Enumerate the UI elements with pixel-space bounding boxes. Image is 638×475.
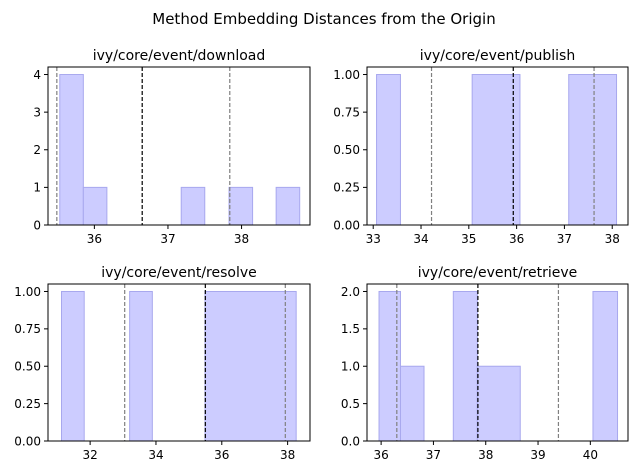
subplot-1: 36 37 38 0 1 2 3 4 ivy/core/event/download — [33, 48, 311, 246]
x-tick-label: 37 — [426, 448, 441, 462]
y-tick-label: 0.25 — [333, 181, 360, 195]
y-tick-label: 1.00 — [14, 285, 41, 299]
y-tick-label: 0.0 — [341, 434, 360, 448]
x-tick-label: 35 — [461, 232, 476, 246]
histogram-bar-2 — [471, 74, 521, 226]
x-tick-label: 33 — [366, 232, 381, 246]
subplot-title: ivy/core/event/resolve — [101, 265, 257, 281]
subplot-3: 32 34 36 38 0.00 0.25 0.50 0.75 1.00 ivy/core/eve… — [14, 265, 311, 462]
y-tick-label: 0.00 — [14, 434, 41, 448]
histogram-bar-4 — [228, 186, 254, 226]
x-tick-label: 37 — [557, 232, 572, 246]
x-tick-label: 34 — [413, 232, 428, 246]
histogram-bar-2 — [82, 186, 108, 226]
x-tick-label: 38 — [234, 232, 249, 246]
x-tick-label: 36 — [87, 232, 102, 246]
histogram-bar-1 — [376, 74, 401, 226]
histogram-bar-3 — [180, 186, 206, 226]
x-tick-label: 38 — [605, 232, 620, 246]
y-tick-label: 1.0 — [341, 360, 360, 374]
y-tick-label: 0.75 — [14, 322, 41, 336]
y-tick-label: 0 — [33, 218, 41, 232]
subplot-title: ivy/core/event/retrieve — [418, 265, 578, 281]
subplot-2: 33 34 35 36 37 38 0.00 0.25 0.50 0.75 1.00 ivy/core… — [333, 48, 629, 246]
y-tick-label: 0.25 — [14, 397, 41, 411]
y-tick-label: 1.00 — [333, 68, 360, 82]
histogram-bar-4 — [476, 365, 521, 442]
x-tick-label: 36 — [509, 232, 524, 246]
histogram-bar-5 — [275, 186, 301, 226]
x-tick-label: 36 — [373, 448, 388, 462]
x-tick-label: 39 — [530, 448, 545, 462]
axes-frame — [366, 283, 629, 442]
histogram-bar-2 — [399, 365, 425, 442]
y-tick-label: 2.0 — [341, 285, 360, 299]
axes-frame — [47, 66, 311, 226]
x-tick-label: 32 — [82, 448, 97, 462]
axes-frame — [366, 66, 629, 226]
x-tick-label: 38 — [280, 448, 295, 462]
subplot-title: ivy/core/event/download — [93, 48, 266, 64]
y-tick-label: 0.5 — [341, 397, 360, 411]
y-tick-label: 0.50 — [333, 143, 360, 157]
axes-frame — [47, 283, 311, 442]
histogram-bar-1 — [60, 290, 85, 442]
y-tick-label: 0.00 — [333, 218, 360, 232]
x-tick-label: 40 — [583, 448, 598, 462]
y-tick-label: 4 — [33, 68, 41, 82]
figure-suptitle: Method Embedding Distances from the Orig… — [152, 10, 495, 28]
y-tick-label: 2 — [33, 143, 41, 157]
x-tick-label: 38 — [478, 448, 493, 462]
x-tick-label: 34 — [148, 448, 163, 462]
y-tick-label: 0.50 — [14, 360, 41, 374]
histogram-bar-1 — [59, 74, 84, 226]
histogram-bar-5 — [592, 290, 619, 442]
subplot-4: 36 37 38 39 40 0.0 0.5 1.0 1.5 2.0 ivy/core/event/… — [341, 265, 629, 462]
y-tick-label: 0.75 — [333, 105, 360, 119]
histogram-bar-2 — [129, 290, 153, 442]
x-tick-label: 36 — [214, 448, 229, 462]
y-tick-label: 1 — [33, 181, 41, 195]
y-tick-label: 3 — [33, 105, 41, 119]
y-tick-label: 1.5 — [341, 322, 360, 336]
histogram-bar-3 — [568, 74, 618, 226]
subplot-title: ivy/core/event/publish — [420, 48, 575, 64]
histogram-bar-3 — [204, 290, 297, 442]
histogram-bar-3 — [452, 290, 478, 442]
x-tick-label: 37 — [160, 232, 175, 246]
